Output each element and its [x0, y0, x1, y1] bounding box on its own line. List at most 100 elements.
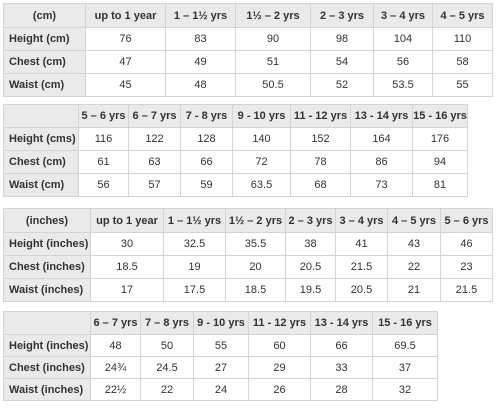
value-cell: 110 [432, 27, 493, 51]
value-cell: 98 [310, 27, 374, 51]
value-cell: 32 [372, 378, 438, 401]
value-cell: 53.5 [373, 73, 433, 97]
value-cell: 69.5 [372, 334, 438, 357]
header-row: (inches) up to 1 year 1 – 1½ yrs 1½ – 2 yrs… [3, 208, 493, 233]
value-cell: 94 [412, 150, 468, 174]
value-cell: 27 [193, 356, 249, 379]
header-cell: 15 - 16 yrs [372, 311, 438, 335]
value-cell: 19 [163, 255, 226, 279]
value-cell: 76 [85, 27, 166, 51]
header-cell: (inches) [3, 208, 91, 233]
row-label: Chest (inches) [3, 356, 91, 379]
data-row: Height (cms) 116 122 128 140 152 164 176 [3, 127, 468, 151]
value-cell: 20.5 [335, 278, 388, 302]
row-label: Chest (cm) [3, 50, 86, 74]
value-cell: 63.5 [232, 173, 291, 197]
data-row: Waist (cm) 45 48 50.5 52 53.5 55 [3, 73, 493, 97]
header-cell: 7 – 8 yrs [140, 311, 194, 335]
value-cell: 18.5 [90, 255, 164, 279]
header-cell: 6 – 7 yrs [128, 104, 181, 128]
row-label: Waist (cm) [3, 173, 79, 197]
value-cell: 46 [440, 232, 493, 256]
header-cell: 11 - 12 yrs [248, 311, 311, 335]
value-cell: 73 [350, 173, 413, 197]
value-cell: 55 [432, 73, 493, 97]
value-cell: 57 [128, 173, 181, 197]
header-cell: 1 – 1½ yrs [163, 208, 226, 233]
value-cell: 20 [225, 255, 286, 279]
value-cell: 86 [350, 150, 413, 174]
row-label: Waist (inches) [3, 278, 91, 302]
data-row: Height (inches) 48 50 55 60 66 69.5 [3, 334, 438, 357]
size-table: (inches) up to 1 year 1 – 1½ yrs 1½ – 2 yrs… [3, 208, 493, 302]
header-cell: (cm) [3, 3, 86, 28]
header-cell: 5 – 6 yrs [440, 208, 493, 233]
header-cell: 4 – 5 yrs [432, 3, 493, 28]
header-cell: up to 1 year [85, 3, 166, 28]
data-row: Chest (inches) 18.5 19 20 20.5 21.5 22 23 [3, 255, 493, 279]
value-cell: 32.5 [163, 232, 226, 256]
header-cell: up to 1 year [90, 208, 164, 233]
value-cell: 176 [412, 127, 468, 151]
value-cell: 30 [90, 232, 164, 256]
header-cell: 1 – 1½ yrs [165, 3, 236, 28]
data-row: Waist (inches) 17 17.5 18.5 19.5 20.5 21 21.5 [3, 278, 493, 302]
row-label: Chest (inches) [3, 255, 91, 279]
value-cell: 55 [193, 334, 249, 357]
value-cell: 17.5 [163, 278, 226, 302]
value-cell: 50.5 [235, 73, 311, 97]
header-cell: 4 – 5 yrs [387, 208, 441, 233]
value-cell: 128 [180, 127, 233, 151]
value-cell: 47 [85, 50, 166, 74]
value-cell: 122 [128, 127, 181, 151]
value-cell: 37 [372, 356, 438, 379]
value-cell: 56 [373, 50, 433, 74]
data-row: Chest (cm) 61 63 66 72 78 86 94 [3, 150, 468, 174]
header-cell: 13 - 14 yrs [350, 104, 413, 128]
value-cell: 152 [290, 127, 351, 151]
data-row: Height (cm) 76 83 90 98 104 110 [3, 27, 493, 51]
header-cell: 13 - 14 yrs [310, 311, 373, 335]
value-cell: 18.5 [225, 278, 286, 302]
value-cell: 56 [78, 173, 129, 197]
header-cell: 9 - 10 yrs [232, 104, 291, 128]
value-cell: 83 [165, 27, 236, 51]
value-cell: 72 [232, 150, 291, 174]
header-row: (cm) up to 1 year 1 – 1½ yrs 1½ – 2 yrs 2 – … [3, 3, 493, 28]
data-row: Waist (inches) 22½ 22 24 26 28 32 [3, 378, 438, 401]
row-label: Height (cms) [3, 127, 79, 151]
value-cell: 164 [350, 127, 413, 151]
header-cell: 15 - 16 yrs [412, 104, 468, 128]
value-cell: 51 [235, 50, 311, 74]
header-row: 6 – 7 yrs 7 – 8 yrs 9 - 10 yrs 11 - 12 yrs 1… [3, 311, 438, 335]
header-cell: 7 - 8 yrs [180, 104, 233, 128]
value-cell: 43 [387, 232, 441, 256]
value-cell: 58 [432, 50, 493, 74]
size-table: 5 – 6 yrs 6 – 7 yrs 7 - 8 yrs 9 - 10 yrs 11 … [3, 104, 468, 197]
value-cell: 41 [335, 232, 388, 256]
header-cell: 1½ – 2 yrs [225, 208, 286, 233]
value-cell: 21.5 [440, 278, 493, 302]
header-cell: 9 - 10 yrs [193, 311, 249, 335]
value-cell: 90 [235, 27, 311, 51]
header-cell: 11 - 12 yrs [290, 104, 351, 128]
value-cell: 20.5 [285, 255, 336, 279]
value-cell: 45 [85, 73, 166, 97]
value-cell: 49 [165, 50, 236, 74]
value-cell: 21 [387, 278, 441, 302]
header-cell: 1½ – 2 yrs [235, 3, 311, 28]
header-cell: 2 – 3 yrs [310, 3, 374, 28]
row-label: Chest (cm) [3, 150, 79, 174]
value-cell: 22½ [90, 378, 141, 401]
value-cell: 38 [285, 232, 336, 256]
size-table: 6 – 7 yrs 7 – 8 yrs 9 - 10 yrs 11 - 12 yrs 1… [3, 311, 438, 401]
header-row: 5 – 6 yrs 6 – 7 yrs 7 - 8 yrs 9 - 10 yrs 11 … [3, 104, 468, 128]
header-cell: 5 – 6 yrs [78, 104, 129, 128]
value-cell: 17 [90, 278, 164, 302]
value-cell: 24¾ [90, 356, 141, 379]
value-cell: 104 [373, 27, 433, 51]
value-cell: 22 [140, 378, 194, 401]
value-cell: 33 [310, 356, 373, 379]
data-row: Chest (cm) 47 49 51 54 56 58 [3, 50, 493, 74]
